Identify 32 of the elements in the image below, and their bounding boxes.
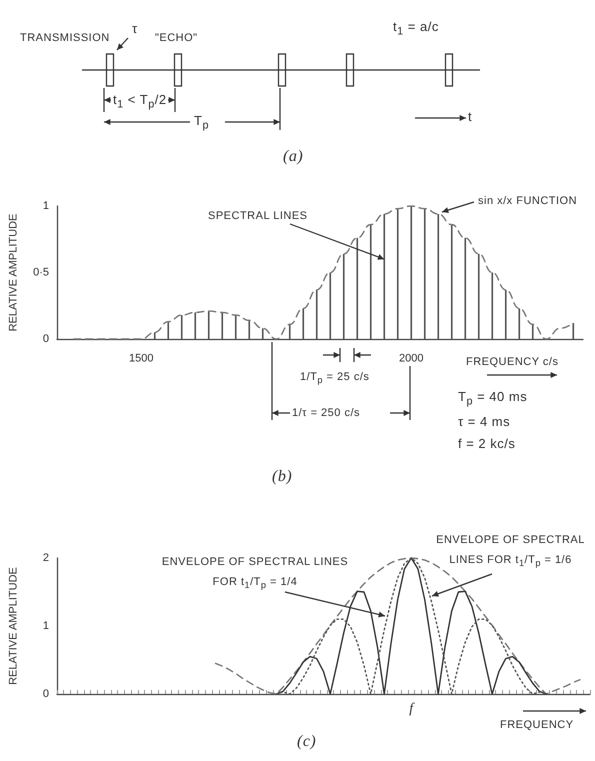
y-tick-label: 2: [42, 552, 49, 564]
text: (c): [297, 733, 316, 750]
text: (a): [283, 148, 304, 165]
text: (b): [272, 468, 292, 485]
annotation: sin x/x FUNCTION: [478, 194, 578, 208]
text: "ECHO": [155, 31, 198, 45]
text: T$_{p}$ = 40 ms: [458, 389, 528, 409]
y-tick-label: 0: [42, 333, 49, 345]
annotation: SPECTRAL LINES: [208, 209, 308, 223]
x-tick-label: 2000: [399, 352, 424, 364]
x-tick-label: 1500: [129, 352, 154, 364]
x-axis-title: FREQUENCY c/s: [466, 355, 558, 369]
text: 1/T$_{p}$ = 25 c/s: [300, 370, 370, 388]
text: 1/τ = 250 c/s: [292, 406, 360, 420]
y-tick-label: 1: [42, 200, 49, 212]
y-axis-title: RELATIVE AMPLITUDE: [8, 214, 20, 332]
text: TRANSMISSION: [20, 31, 110, 45]
annotation: ENVELOPE OF SPECTRAL LINES FOR t$_{1}$/T$_{p}$ = 1/6: [435, 533, 586, 570]
y-axis-title: RELATIVE AMPLITUDE: [8, 567, 20, 685]
annotation: ENVELOPE OF SPECTRAL LINES FOR t$_{1}$/T$_{p}$ = 1/4: [160, 555, 350, 592]
y-tick-label: 1: [42, 620, 49, 632]
text: τ: [132, 21, 138, 36]
x-tick-label: f: [409, 702, 416, 716]
text: T$_{p}$: [194, 113, 209, 133]
text: t: [468, 109, 472, 124]
text: t$_{1}$ = a/c: [393, 19, 439, 39]
text: f = 2 kc/s: [458, 436, 516, 451]
x-axis-title: FREQUENCY: [500, 718, 574, 732]
text: τ = 4 ms: [458, 414, 510, 429]
text: t$_{1}$ < T$_{p}$/2: [113, 92, 167, 112]
y-tick-label: 0: [42, 688, 49, 700]
y-tick-label: 0·5: [33, 266, 49, 278]
